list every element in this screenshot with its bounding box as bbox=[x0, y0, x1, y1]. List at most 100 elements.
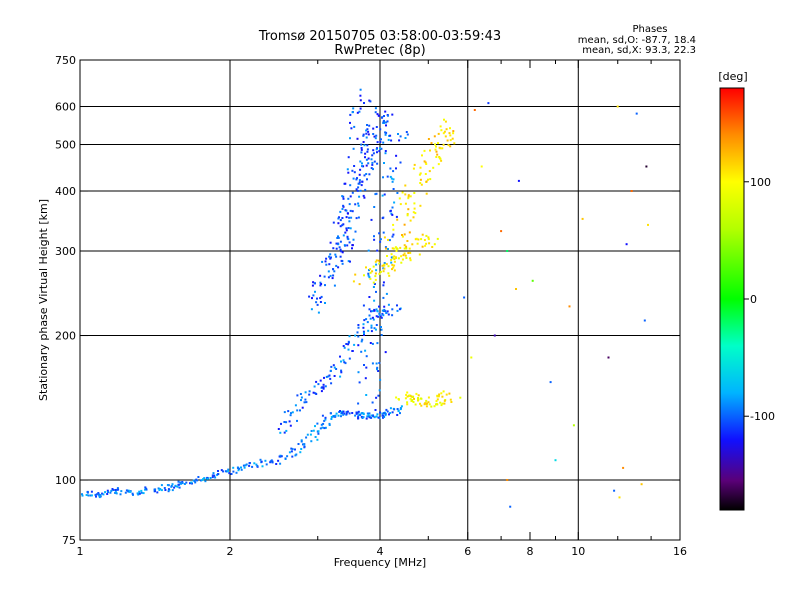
data-point bbox=[372, 415, 375, 418]
data-point bbox=[319, 301, 322, 303]
data-point bbox=[371, 163, 374, 166]
data-point bbox=[374, 137, 377, 140]
data-point bbox=[430, 405, 433, 408]
data-point bbox=[437, 142, 439, 145]
data-point bbox=[393, 260, 396, 263]
data-point bbox=[347, 341, 350, 344]
data-point bbox=[332, 415, 335, 418]
data-point bbox=[305, 436, 308, 439]
data-point bbox=[392, 223, 395, 226]
data-point bbox=[400, 255, 403, 258]
data-point bbox=[376, 141, 379, 144]
data-point bbox=[86, 491, 89, 494]
data-point bbox=[345, 209, 348, 212]
x-tick-label: 1 bbox=[77, 545, 84, 558]
data-point bbox=[365, 173, 368, 175]
data-point bbox=[616, 105, 619, 108]
data-point bbox=[237, 469, 240, 472]
data-point bbox=[396, 414, 399, 416]
data-point bbox=[379, 147, 381, 150]
data-point bbox=[440, 159, 443, 162]
data-point bbox=[327, 270, 330, 273]
data-point bbox=[217, 473, 220, 476]
data-point bbox=[645, 165, 648, 168]
data-point bbox=[391, 268, 393, 271]
data-point bbox=[381, 309, 384, 312]
data-point bbox=[314, 290, 316, 293]
data-point bbox=[444, 120, 447, 123]
data-point bbox=[365, 136, 368, 139]
data-point bbox=[367, 162, 370, 165]
data-point bbox=[382, 414, 385, 417]
data-point bbox=[362, 141, 365, 143]
data-point bbox=[365, 366, 368, 369]
data-point bbox=[568, 305, 571, 308]
data-point bbox=[341, 262, 344, 265]
data-point bbox=[244, 464, 247, 467]
data-point bbox=[331, 277, 334, 280]
data-point bbox=[360, 147, 363, 149]
data-point bbox=[364, 156, 366, 159]
data-point bbox=[347, 197, 350, 200]
data-point bbox=[383, 412, 385, 415]
data-point bbox=[404, 184, 407, 187]
data-point bbox=[352, 280, 355, 283]
data-point bbox=[371, 362, 374, 365]
data-point bbox=[342, 204, 345, 207]
data-point bbox=[405, 245, 408, 248]
data-point bbox=[409, 219, 412, 222]
data-point bbox=[399, 246, 402, 249]
data-point bbox=[387, 313, 390, 316]
data-point bbox=[357, 202, 360, 205]
data-point bbox=[369, 268, 372, 271]
data-point bbox=[358, 195, 361, 198]
data-point bbox=[382, 314, 385, 317]
data-point bbox=[375, 192, 378, 195]
data-point bbox=[392, 407, 395, 410]
data-point bbox=[433, 405, 436, 408]
data-point bbox=[378, 312, 381, 315]
data-point bbox=[354, 273, 357, 276]
data-point bbox=[391, 411, 394, 414]
data-point bbox=[379, 378, 382, 381]
data-point bbox=[346, 410, 349, 413]
data-point bbox=[343, 361, 346, 364]
data-point bbox=[389, 210, 392, 213]
data-point bbox=[431, 246, 434, 248]
data-point bbox=[373, 238, 376, 241]
data-point bbox=[228, 472, 231, 475]
data-point bbox=[243, 466, 246, 469]
data-point bbox=[506, 479, 509, 481]
data-point bbox=[90, 494, 93, 497]
data-point bbox=[368, 412, 371, 415]
data-point bbox=[312, 429, 315, 432]
data-point bbox=[357, 410, 360, 413]
data-point bbox=[364, 188, 367, 191]
data-point bbox=[372, 286, 375, 288]
data-point bbox=[360, 151, 363, 154]
data-point bbox=[382, 231, 385, 234]
data-point bbox=[413, 397, 415, 400]
data-point bbox=[375, 328, 377, 331]
data-point bbox=[397, 410, 400, 413]
data-point bbox=[391, 247, 394, 250]
data-point bbox=[164, 489, 167, 491]
data-point bbox=[300, 448, 303, 450]
data-point bbox=[417, 394, 420, 397]
data-point bbox=[317, 432, 320, 435]
data-point bbox=[443, 399, 446, 402]
data-point bbox=[330, 418, 333, 420]
data-point bbox=[396, 192, 399, 194]
data-point bbox=[419, 204, 422, 207]
y-tick-label: 100 bbox=[55, 474, 76, 487]
data-point bbox=[439, 125, 442, 128]
data-point bbox=[382, 310, 385, 312]
data-point bbox=[342, 234, 345, 237]
data-point bbox=[395, 154, 398, 157]
data-point bbox=[259, 458, 262, 461]
data-point bbox=[435, 150, 438, 153]
data-point bbox=[387, 138, 390, 141]
data-point bbox=[386, 255, 388, 257]
data-point bbox=[425, 163, 428, 165]
data-point bbox=[487, 102, 490, 105]
